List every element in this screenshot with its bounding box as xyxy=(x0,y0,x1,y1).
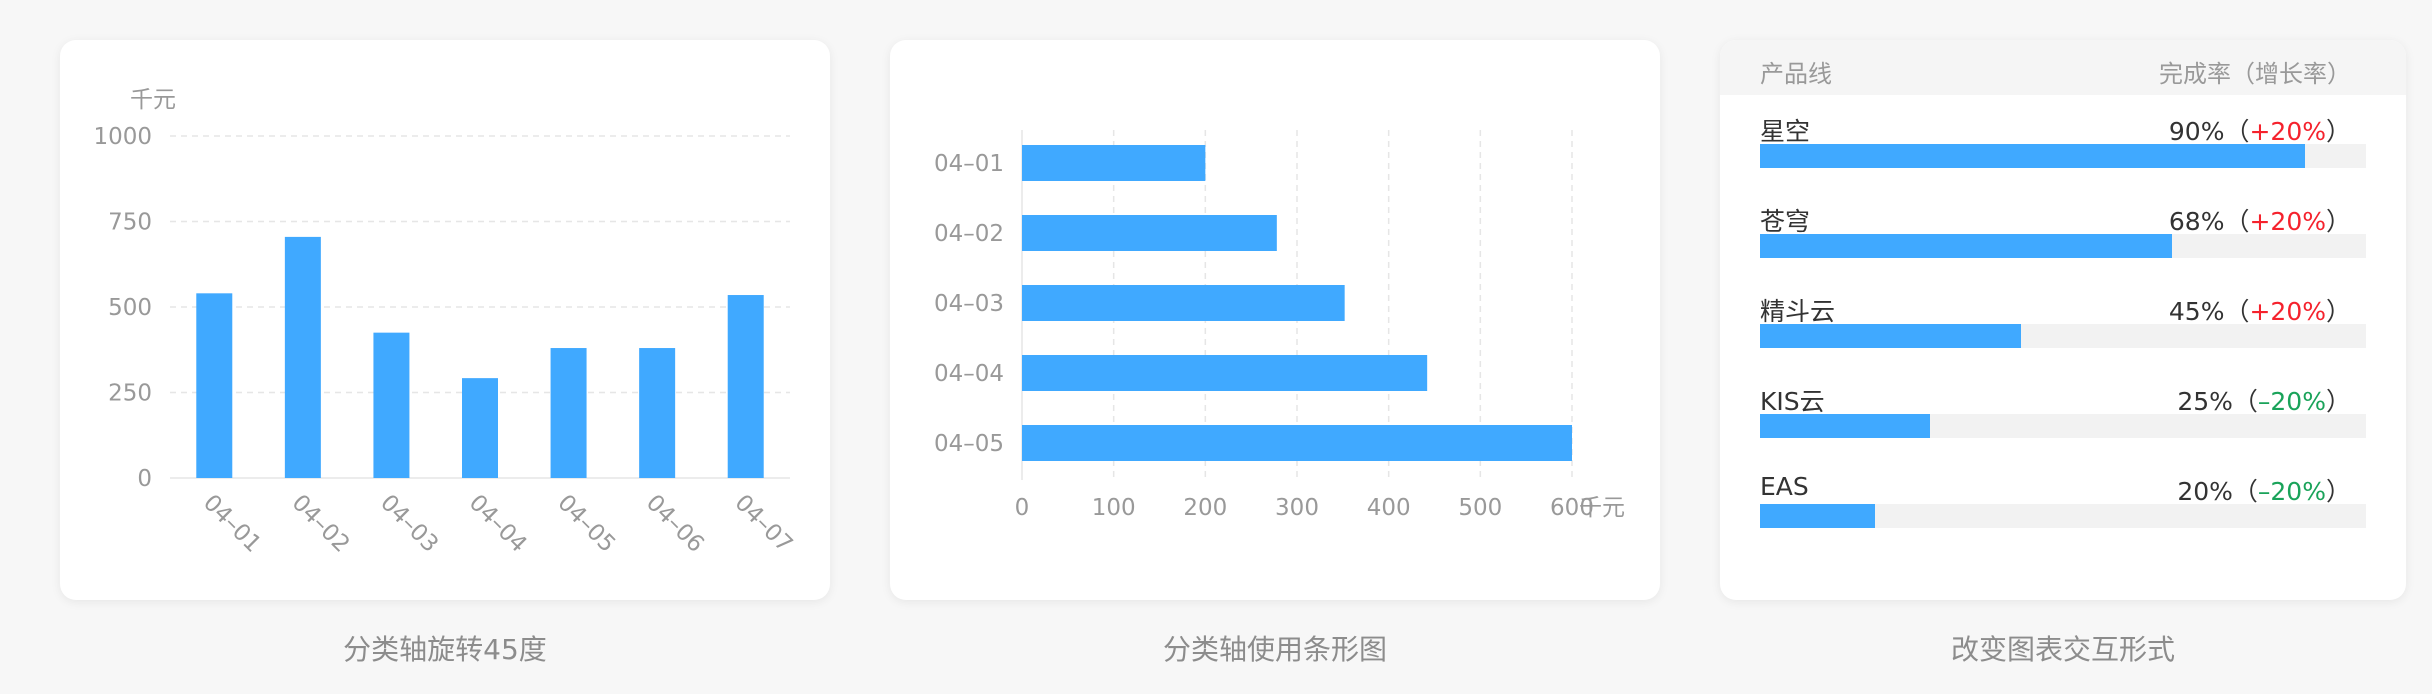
bar xyxy=(373,332,410,478)
growth-rate-text: –20% xyxy=(2257,477,2326,506)
bar xyxy=(1022,355,1428,391)
bar xyxy=(550,348,587,478)
rate-text: 25%（ xyxy=(2177,387,2258,416)
y-tick-label: 04–03 xyxy=(934,291,1004,317)
table-row: EAS 20%（–20%） xyxy=(1720,472,2406,562)
bar xyxy=(284,236,321,478)
x-tick-label: 100 xyxy=(1092,495,1136,521)
table-row: 星空 90%（+20%） xyxy=(1720,112,2406,202)
growth-rate-text: +20% xyxy=(2249,117,2326,146)
table-row: 精斗云 45%（+20%） xyxy=(1720,292,2406,382)
progress-track xyxy=(1760,414,2366,438)
progress-fill xyxy=(1760,324,2021,348)
bar xyxy=(727,295,764,478)
x-tick-label: 04–03 xyxy=(375,490,443,558)
progress-track xyxy=(1760,234,2366,258)
completion-rate-value: 68%（+20%） xyxy=(2169,202,2351,238)
table-row: 苍穹 68%（+20%） xyxy=(1720,202,2406,292)
growth-rate-text: +20% xyxy=(2249,297,2326,326)
growth-close-paren: ） xyxy=(2325,297,2351,326)
bar xyxy=(1022,425,1572,461)
rotated-axis-bar-chart-card: 千元 1000 750 500 250 0 04–01 04–02 04–03 04–04 04–0… xyxy=(60,40,830,600)
growth-close-paren: ） xyxy=(2325,387,2351,416)
y-tick-label: 04–05 xyxy=(934,431,1004,457)
product-name: 星空 xyxy=(1760,117,1811,146)
bar xyxy=(462,378,498,478)
y-tick-label: 500 xyxy=(108,295,152,321)
x-tick-label: 500 xyxy=(1458,495,1502,521)
growth-close-paren: ） xyxy=(2325,207,2351,236)
caption-rotated-axis: 分类轴旋转45度 xyxy=(343,633,547,666)
y-tick-label: 04–01 xyxy=(934,151,1004,177)
progress-track xyxy=(1760,504,2366,528)
rate-text: 68%（ xyxy=(2168,207,2250,236)
progress-track xyxy=(1760,144,2366,168)
y-tick-label: 04–04 xyxy=(934,361,1004,387)
progress-fill xyxy=(1760,414,1930,438)
product-name: 精斗云 xyxy=(1760,297,1836,326)
y-tick-label: 04–02 xyxy=(934,221,1004,247)
product-name: EAS xyxy=(1760,472,1809,501)
bar xyxy=(1022,285,1345,321)
product-name: KIS云 xyxy=(1760,387,1825,416)
x-tick-label: 200 xyxy=(1183,495,1227,521)
x-tick-label: 04–01 xyxy=(198,490,266,558)
completion-rate-table-card: 产品线 完成率（增长率） 星空 90%（+20%） 苍穹 68%（+20%） 精斗云 45… xyxy=(1720,40,2406,600)
y-tick-label: 250 xyxy=(108,381,152,407)
completion-rate-value: 90%（+20%） xyxy=(2169,112,2351,148)
table-header: 产品线 完成率（增长率） xyxy=(1720,40,2406,95)
x-tick-label: 300 xyxy=(1275,495,1319,521)
y-tick-label: 1000 xyxy=(93,124,152,150)
horizontal-bar-chart-card: 0 100 200 300 400 500 600 千元 04–01 04–02 04–03 04–0… xyxy=(890,40,1660,600)
x-axis-unit-label: 千元 xyxy=(1579,495,1625,521)
column-header-completion-rate: 完成率（增长率） xyxy=(2159,60,2351,88)
caption-horizontal-bar: 分类轴使用条形图 xyxy=(1162,633,1387,666)
progress-track xyxy=(1760,324,2366,348)
x-tick-label: 04–02 xyxy=(287,490,355,558)
rate-text: 45%（ xyxy=(2168,297,2250,326)
product-name: 苍穹 xyxy=(1760,207,1811,236)
completion-rate-value: 20%（–20%） xyxy=(2177,472,2351,508)
table-row: KIS云 25%（–20%） xyxy=(1720,382,2406,472)
rate-text: 90%（ xyxy=(2168,117,2250,146)
progress-fill xyxy=(1760,234,2173,258)
bar xyxy=(196,293,233,478)
y-axis-unit-label: 千元 xyxy=(130,87,176,113)
x-tick-label: 04–06 xyxy=(641,490,709,558)
completion-rate-value: 45%（+20%） xyxy=(2169,292,2351,328)
caption-interaction-form: 改变图表交互形式 xyxy=(1950,633,2175,666)
x-tick-label: 04–04 xyxy=(464,490,532,558)
completion-rate-value: 25%（–20%） xyxy=(2177,382,2351,418)
rotated-axis-bar-chart: 千元 1000 750 500 250 0 04–01 04–02 04–03 04–04 04–0… xyxy=(93,87,797,558)
progress-fill xyxy=(1760,504,1876,528)
x-tick-label: 400 xyxy=(1367,495,1411,521)
growth-rate-text: –20% xyxy=(2257,387,2326,416)
x-tick-label: 04–05 xyxy=(552,490,620,558)
rate-text: 20%（ xyxy=(2177,477,2258,506)
growth-rate-text: +20% xyxy=(2249,207,2326,236)
bar xyxy=(639,348,676,478)
column-header-product-line: 产品线 xyxy=(1760,60,1832,88)
growth-close-paren: ） xyxy=(2325,117,2351,146)
x-tick-label: 04–07 xyxy=(729,490,797,558)
y-tick-label: 750 xyxy=(108,210,152,236)
growth-close-paren: ） xyxy=(2325,477,2351,506)
y-tick-label: 0 xyxy=(137,466,152,492)
bar xyxy=(1022,215,1277,251)
progress-fill xyxy=(1760,144,2306,168)
x-tick-label: 600 xyxy=(1550,495,1594,521)
bar xyxy=(1022,145,1206,181)
x-tick-label: 0 xyxy=(1015,495,1030,521)
